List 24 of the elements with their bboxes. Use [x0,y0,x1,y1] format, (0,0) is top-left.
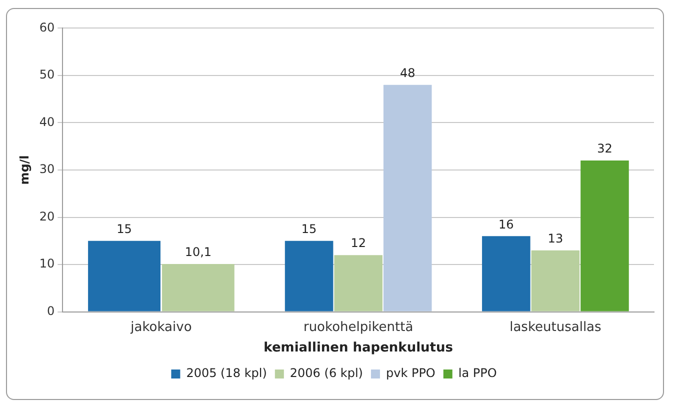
x-tick-label: ruokohelpikenttä [303,320,414,335]
legend-label: 2005 (18 kpl) [186,366,267,380]
data-label: 12 [350,236,366,250]
legend-label: 2006 (6 kpl) [290,366,363,380]
data-label: 15 [301,222,317,236]
y-tick-label: 20 [39,209,55,224]
x-tick-label: jakokaivo [130,320,192,335]
y-tick-label: 30 [39,162,55,176]
data-label: 13 [548,231,564,246]
y-tick-label: 10 [39,256,55,271]
y-tick-label: 50 [39,68,55,82]
data-label: 32 [597,142,612,156]
data-label: 16 [498,217,514,232]
y-axis-title: mg/l [17,155,32,185]
legend-label: la PPO [458,366,497,380]
y-tick-label: 0 [47,304,55,318]
y-tick-label: 60 [39,20,55,34]
data-label: 48 [400,66,416,80]
x-axis-title: kemiallinen hapenkulutus [264,340,454,356]
data-label: 10,1 [184,245,212,260]
legend-label: pvk PPO [386,366,436,380]
data-label: 15 [116,222,132,236]
y-tick-label: 40 [39,114,55,129]
x-tick-label: laskeutusallas [510,320,602,335]
